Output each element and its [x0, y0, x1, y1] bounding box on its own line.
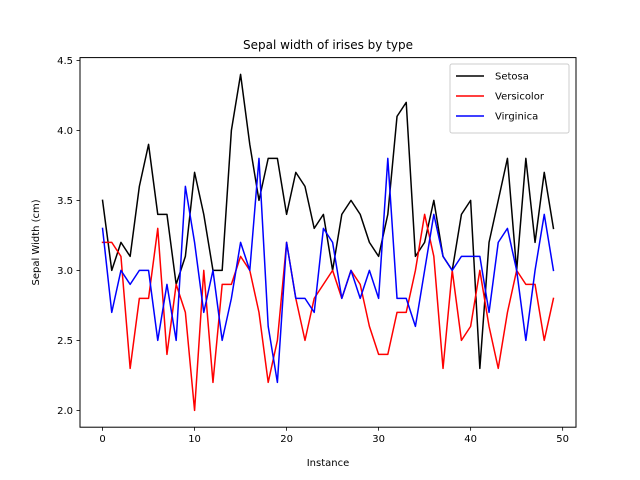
- series-lines: [101, 73, 555, 412]
- y-axis: 2.0 2.5 3.0 3.5 4.0 4.5: [57, 56, 80, 417]
- y-tick-label: 2.0: [57, 406, 73, 417]
- x-tick-label: 10: [188, 434, 201, 445]
- x-tick-label: 40: [464, 434, 477, 445]
- x-axis: 0 10 20 30 40 50: [99, 427, 569, 445]
- legend-label-setosa: Setosa: [495, 72, 529, 83]
- y-tick-label: 2.5: [57, 336, 73, 347]
- series-line-virginica: [101, 157, 555, 384]
- x-axis-label: Instance: [307, 458, 350, 469]
- axes-frame: [79, 57, 577, 428]
- legend-label-virginica: Virginica: [495, 112, 538, 123]
- legend-label-versicolor: Versicolor: [495, 92, 545, 103]
- y-axis-label: Sepal Width (cm): [31, 199, 42, 285]
- y-tick-label: 4.0: [57, 126, 73, 137]
- x-tick-label: 50: [556, 434, 569, 445]
- y-tick-label: 4.5: [57, 56, 73, 67]
- x-tick-label: 20: [280, 434, 293, 445]
- y-tick-label: 3.0: [57, 266, 73, 277]
- x-tick-label: 0: [99, 434, 105, 445]
- series-line-versicolor: [101, 213, 555, 412]
- legend: Setosa Versicolor Virginica: [449, 63, 570, 134]
- x-tick-label: 30: [372, 434, 385, 445]
- series-line-setosa: [101, 73, 555, 370]
- y-tick-label: 3.5: [57, 196, 73, 207]
- plot-area: [79, 57, 577, 428]
- chart-title: Sepal width of irises by type: [243, 38, 413, 52]
